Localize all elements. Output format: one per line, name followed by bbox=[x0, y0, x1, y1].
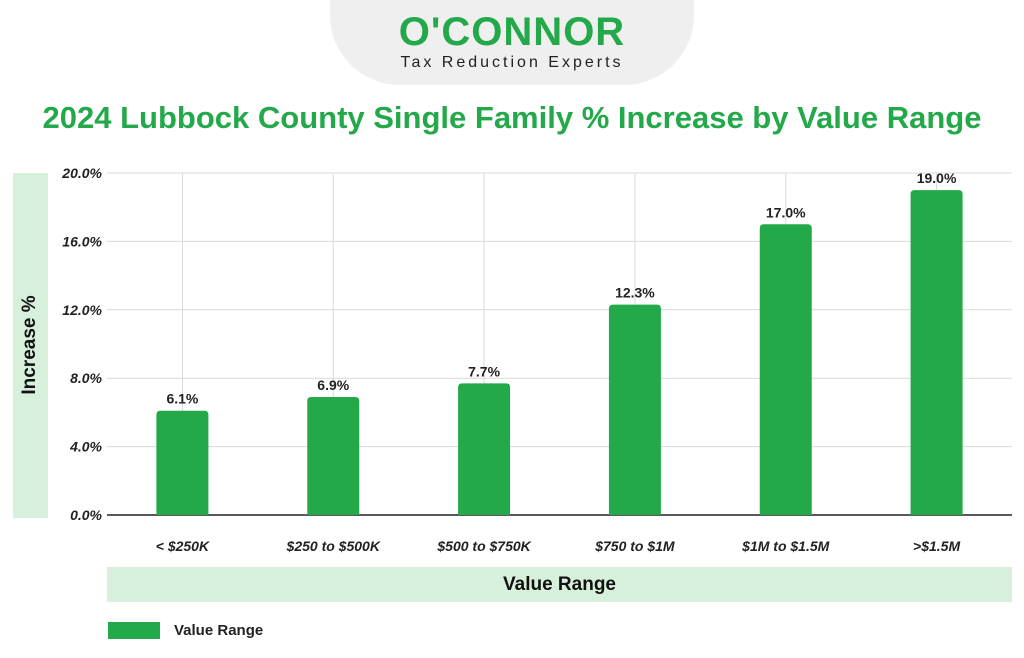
logo-tagline: Tax Reduction Experts bbox=[400, 54, 624, 71]
bar bbox=[458, 383, 511, 515]
y-tick-label: 12.0% bbox=[62, 302, 102, 318]
logo-wordmark: O'CONNOR bbox=[398, 10, 626, 54]
bar bbox=[910, 190, 963, 515]
legend-label: Value Range bbox=[174, 622, 264, 639]
bar bbox=[759, 224, 812, 516]
y-tick-label: 0.0% bbox=[70, 507, 102, 523]
data-label: 12.3% bbox=[615, 285, 655, 301]
y-tick-label: 16.0% bbox=[62, 233, 102, 249]
x-tick-label: >$1.5M bbox=[913, 538, 960, 554]
x-axis-label: Value Range bbox=[107, 567, 1012, 602]
y-tick-label: 4.0% bbox=[69, 439, 102, 455]
logo-background bbox=[330, 0, 694, 85]
data-label: 6.1% bbox=[166, 391, 198, 407]
data-label: 7.7% bbox=[468, 363, 500, 379]
legend-swatch bbox=[108, 622, 160, 639]
x-tick-label: $750 to $1M bbox=[594, 538, 675, 554]
y-axis-label-band bbox=[13, 173, 48, 518]
data-label: 6.9% bbox=[317, 377, 349, 393]
bar bbox=[307, 397, 360, 515]
x-tick-label: < $250K bbox=[156, 538, 210, 554]
x-tick-label: $1M to $1.5M bbox=[741, 538, 829, 554]
y-tick-label: 20.0% bbox=[61, 165, 102, 181]
x-tick-label: $250 to $500K bbox=[286, 538, 381, 554]
chart-title: 2024 Lubbock County Single Family % Incr… bbox=[42, 100, 982, 135]
x-tick-label: $500 to $750K bbox=[436, 538, 531, 554]
y-tick-label: 8.0% bbox=[70, 370, 102, 386]
data-label: 17.0% bbox=[766, 204, 806, 220]
bar bbox=[156, 410, 209, 515]
bar bbox=[608, 304, 661, 515]
data-label: 19.0% bbox=[917, 170, 957, 186]
